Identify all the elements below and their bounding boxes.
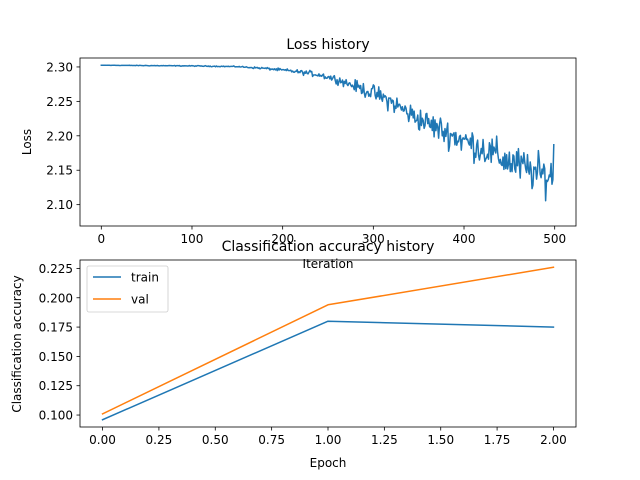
accuracy-x-axis-label: Epoch [310,456,347,470]
loss-x-tick-label: 500 [543,232,566,246]
accuracy-x-tick-label: 0.25 [146,433,173,447]
loss-x-ticks: 0 100 200 300 400 500 [97,226,566,246]
loss-series-line-0 [100,64,555,202]
accuracy-y-tick-label: 0.200 [39,291,73,305]
loss-x-axis-label: Iteration [303,257,354,271]
loss-history-axes: 0 100 200 300 400 500 2.10 2.15 2.20 2.25 2.30 It… [20,37,577,271]
loss-y-tick-label: 2.20 [46,129,73,143]
loss-x-tick-label: 400 [453,232,476,246]
accuracy-series [101,266,555,421]
accuracy-x-tick-label: 1.50 [427,433,454,447]
loss-axes-frame [79,57,577,227]
loss-x-tick-label: 300 [362,232,385,246]
loss-x-tick-label: 200 [271,232,294,246]
accuracy-series-line-val [101,266,555,415]
legend-train-label: train [131,271,159,285]
accuracy-history-axes: 0.00 0.25 0.50 0.75 1.00 1.25 1.50 1.75 2.00 0.1… [10,239,577,470]
accuracy-y-ticks: 0.100 0.125 0.150 0.175 0.200 0.225 [39,262,80,423]
accuracy-x-tick-label: 1.00 [315,433,342,447]
loss-y-axis-label: Loss [20,129,34,155]
accuracy-x-tick-label: 1.75 [484,433,511,447]
accuracy-x-tick-label: 1.25 [371,433,398,447]
accuracy-y-tick-label: 0.225 [39,262,73,276]
accuracy-x-tick-label: 0.00 [89,433,116,447]
accuracy-y-tick-label: 0.175 [39,321,73,335]
loss-y-tick-label: 2.25 [46,95,73,109]
loss-chart-title: Loss history [286,37,369,53]
accuracy-legend: train val [86,265,169,313]
loss-y-tick-label: 2.10 [46,198,73,212]
loss-y-ticks: 2.10 2.15 2.20 2.25 2.30 [46,60,80,212]
accuracy-x-tick-label: 2.00 [540,433,567,447]
accuracy-x-tick-label: 0.75 [258,433,285,447]
loss-y-tick-label: 2.15 [46,164,73,178]
accuracy-y-tick-label: 0.100 [39,409,73,423]
loss-y-tick-label: 2.30 [46,60,73,74]
accuracy-y-axis-label: Classification accuracy [10,275,24,412]
accuracy-x-tick-label: 0.50 [202,433,229,447]
loss-x-tick-label: 0 [97,232,105,246]
legend-val-label: val [131,293,149,307]
accuracy-chart-title: Classification accuracy history [222,239,435,255]
loss-x-tick-label: 100 [181,232,204,246]
accuracy-x-ticks: 0.00 0.25 0.50 0.75 1.00 1.25 1.50 1.75 2.00 [89,427,567,447]
accuracy-y-tick-label: 0.125 [39,379,73,393]
accuracy-series-line-train [101,320,555,421]
accuracy-y-tick-label: 0.150 [39,350,73,364]
loss-series [100,64,555,202]
